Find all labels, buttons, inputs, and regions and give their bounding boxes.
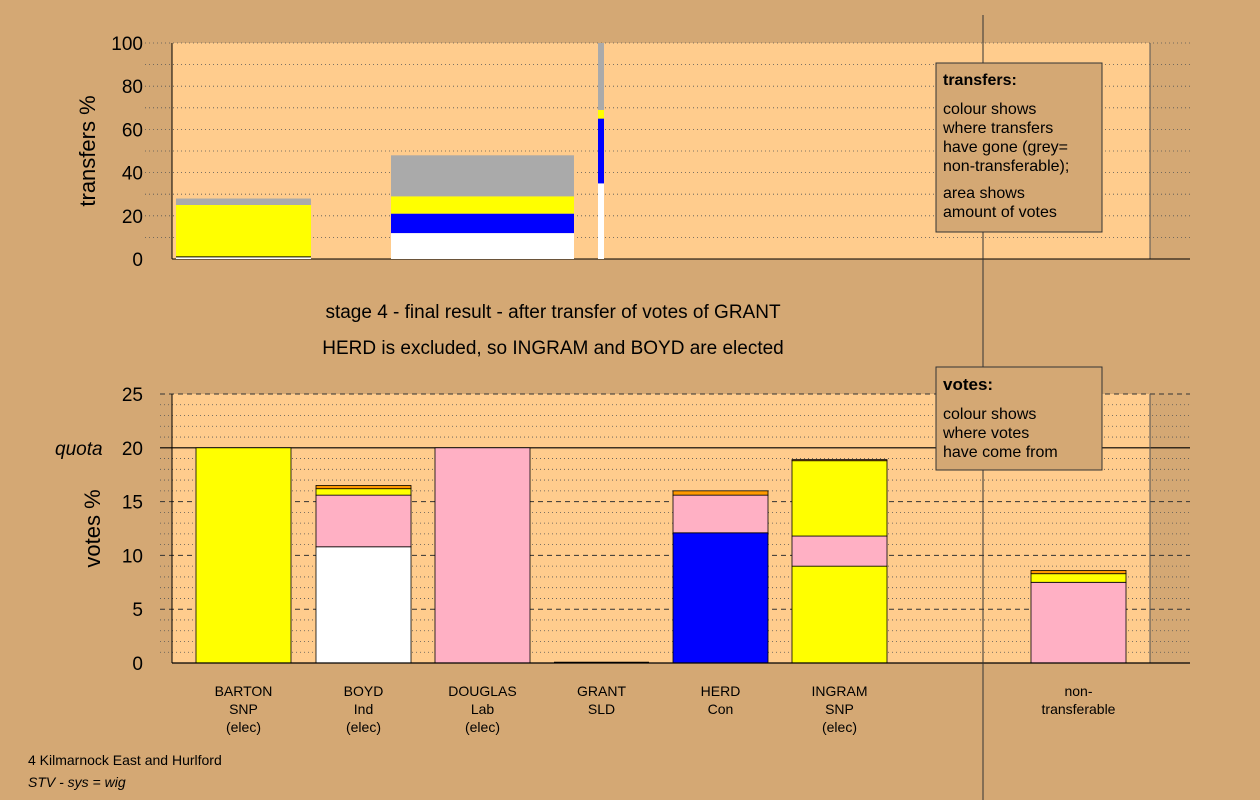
transfers-legend-text: non-transferable); xyxy=(943,158,1069,175)
votes-candidate-label: (elec) xyxy=(465,719,500,735)
votes-bar-segment-SNP xyxy=(791,460,888,537)
votes-candidate-label: SNP xyxy=(825,701,854,717)
title-line1: stage 4 - final result - after transfer … xyxy=(325,302,781,323)
votes-bar-segment-Ind xyxy=(315,546,412,664)
votes-legend-title: votes: xyxy=(943,375,993,394)
votes-bar-segment-Con xyxy=(672,532,769,664)
votes-candidate-label: SNP xyxy=(229,701,258,717)
transfers-bar-segment-SNP xyxy=(176,205,311,257)
votes-bar-segment-Lab xyxy=(315,494,412,548)
votes-bar-segment-Lab xyxy=(434,447,531,664)
votes-legend-text: where votes xyxy=(942,425,1029,442)
transfers-bar-segment-Ind xyxy=(391,233,574,259)
votes-legend-box xyxy=(935,366,1103,471)
transfers-bar-segment-SNP xyxy=(598,109,604,119)
votes-legend-text: colour shows xyxy=(943,406,1036,423)
votes-candidate-label: non- xyxy=(1064,683,1092,699)
votes-bar-segment-SLD xyxy=(672,490,769,496)
votes-bar-segment-SNP xyxy=(195,447,292,664)
transfers-bar-segment-Con xyxy=(391,213,574,234)
footer-ward-name: 4 Kilmarnock East and Hurlford xyxy=(28,752,222,768)
transfers-y-tick-label: 100 xyxy=(111,34,143,55)
votes-candidate-label: BARTON xyxy=(215,683,273,699)
votes-legend-text: have come from xyxy=(943,444,1058,461)
votes-bar-segment-Lab xyxy=(791,535,888,567)
votes-candidate-label: Lab xyxy=(471,701,495,717)
transfers-y-tick-label: 80 xyxy=(122,77,143,98)
votes-y-axis-label: votes % xyxy=(80,489,105,567)
votes-y-tick-label: 15 xyxy=(122,493,143,514)
votes-candidate-label: (elec) xyxy=(346,719,381,735)
votes-candidate-label: Ind xyxy=(354,701,373,717)
transfers-legend-text: area shows xyxy=(943,185,1025,202)
votes-bar-segment-Lab xyxy=(1030,581,1127,664)
transfers-y-tick-label: 0 xyxy=(132,250,143,271)
votes-quota-label: quota xyxy=(55,439,103,460)
transfers-bar-segment-nontransferable xyxy=(598,43,604,110)
votes-candidate-label: (elec) xyxy=(226,719,261,735)
title-line2: HERD is excluded, so INGRAM and BOYD are… xyxy=(322,338,783,359)
votes-bar-segment-SNP xyxy=(1030,573,1127,583)
votes-candidate-label: HERD xyxy=(701,683,741,699)
votes-bar-segment-SLD xyxy=(1030,570,1127,575)
transfers-bar-segment-Ind xyxy=(176,256,311,259)
transfers-bar-segment-nontransferable xyxy=(176,198,311,205)
transfers-y-tick-label: 40 xyxy=(122,164,143,185)
transfers-bar-segment-nontransferable xyxy=(391,155,574,197)
votes-candidate-label: INGRAM xyxy=(812,683,868,699)
votes-candidate-label: (elec) xyxy=(822,719,857,735)
votes-candidate-label: transferable xyxy=(1042,701,1116,717)
transfers-y-tick-label: 20 xyxy=(122,207,143,228)
votes-candidate-label: DOUGLAS xyxy=(448,683,516,699)
votes-y-tick-label: 0 xyxy=(132,654,143,675)
transfers-bar-segment-SNP xyxy=(391,196,574,214)
transfers-legend-text: have gone (grey= xyxy=(943,139,1068,156)
footer-system: STV - sys = wig xyxy=(28,774,126,790)
votes-bar-segment-SNP xyxy=(791,565,888,664)
votes-candidate-label: GRANT xyxy=(577,683,626,699)
transfers-legend-box xyxy=(935,62,1103,233)
transfers-bar-segment-Con xyxy=(598,118,604,184)
votes-y-tick-label: 20 xyxy=(122,439,143,460)
votes-y-tick-label: 10 xyxy=(122,546,143,567)
votes-bar-segment-SNP xyxy=(315,488,412,496)
transfers-y-axis-label: transfers % xyxy=(75,95,100,206)
votes-candidate-label: SLD xyxy=(588,701,615,717)
votes-y-tick-label: 25 xyxy=(122,385,143,406)
transfers-legend-text: colour shows xyxy=(943,101,1036,118)
votes-candidate-label: BOYD xyxy=(344,683,384,699)
transfers-legend-text: amount of votes xyxy=(943,204,1057,221)
transfers-y-tick-label: 60 xyxy=(122,120,143,141)
transfers-bar-segment-Ind xyxy=(598,183,604,259)
transfers-legend-text: where transfers xyxy=(942,120,1053,137)
votes-y-tick-label: 5 xyxy=(132,600,143,621)
votes-candidate-label: Con xyxy=(708,701,734,717)
votes-bar-segment-Lab xyxy=(672,494,769,534)
votes-bar-segment-SLD xyxy=(791,459,888,462)
votes-bar-segment-SLD xyxy=(315,485,412,490)
transfers-legend-title: transfers: xyxy=(943,72,1017,89)
